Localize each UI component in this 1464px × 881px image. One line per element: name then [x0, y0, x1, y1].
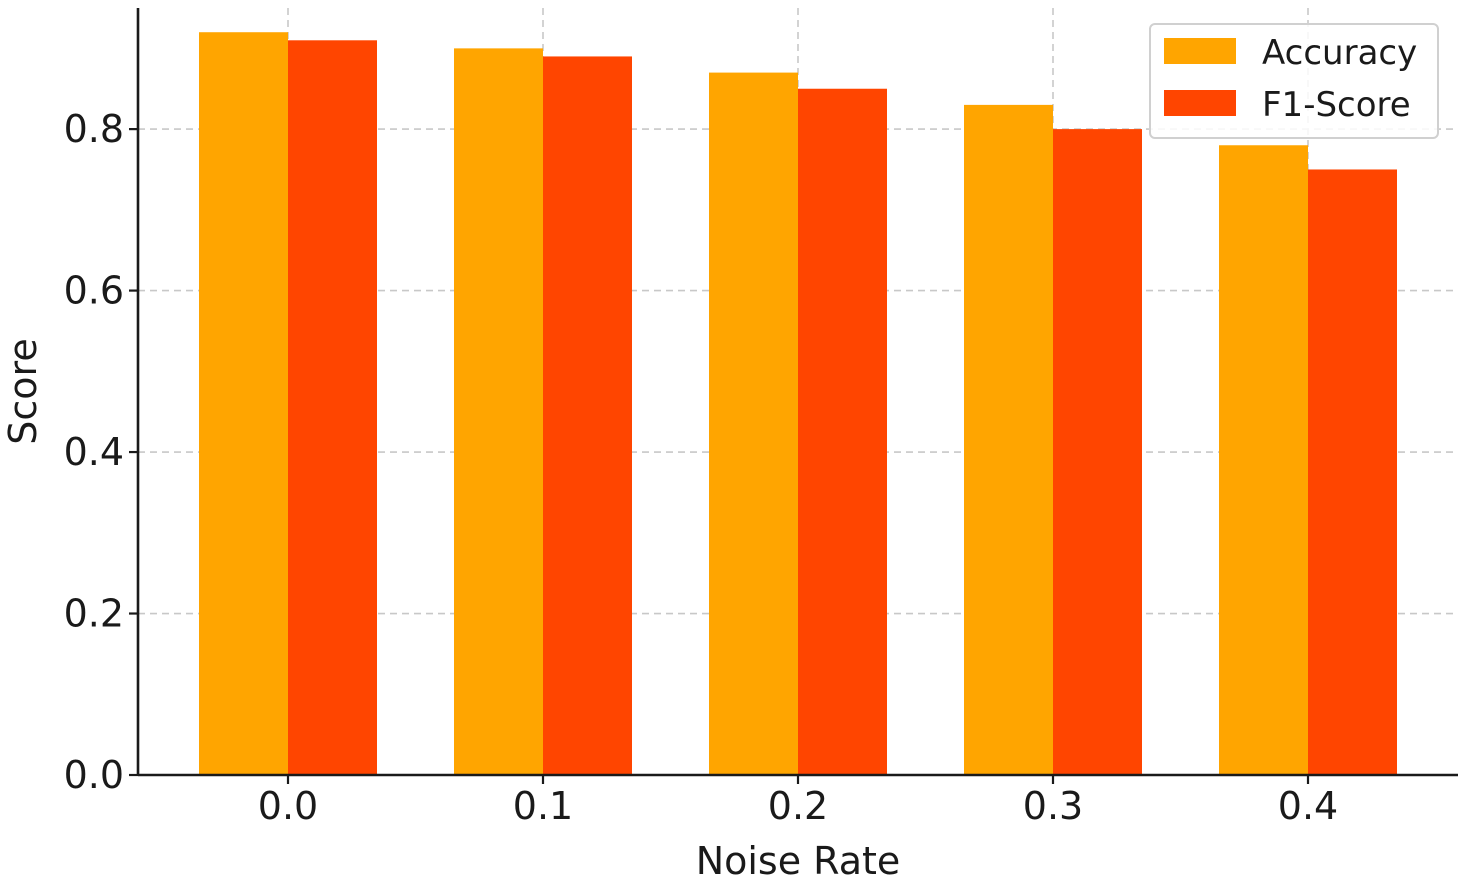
legend-label: F1-Score: [1262, 85, 1411, 125]
y-tick-label: 0.4: [64, 430, 124, 474]
legend: Accuracy F1-Score: [1149, 23, 1439, 139]
legend-swatch: [1164, 38, 1236, 64]
bar-f1-score-0.2: [798, 88, 887, 776]
y-tick-label: 0.0: [64, 753, 124, 797]
x-tick-label: 0.4: [1278, 784, 1338, 828]
x-tick-label: 0.2: [768, 784, 828, 828]
x-axis-label: Noise Rate: [696, 839, 901, 881]
legend-swatch: [1164, 90, 1236, 116]
bar-accuracy-0.4: [1219, 145, 1308, 775]
bar-f1-score-0.0: [288, 40, 377, 775]
y-tick-label: 0.8: [64, 107, 124, 151]
y-axis-label: Score: [1, 338, 45, 444]
bar-f1-score-0.1: [543, 56, 632, 776]
ticks: 0.0 0.2 0.4 0.6 0.8 0.0 0.1 0.2 0.3 0.4: [64, 107, 1339, 828]
bar-f1-score-0.3: [1053, 129, 1142, 775]
bar-accuracy-0.3: [964, 104, 1053, 775]
bars: [199, 32, 1397, 776]
bar-f1-score-0.4: [1308, 169, 1397, 775]
bar-accuracy-0.2: [709, 72, 798, 775]
y-tick-label: 0.6: [64, 269, 124, 313]
legend-label: Accuracy: [1262, 33, 1417, 73]
x-tick-label: 0.1: [513, 784, 573, 828]
x-tick-label: 0.0: [258, 784, 318, 828]
bar-accuracy-0.1: [454, 48, 543, 776]
y-tick-label: 0.2: [64, 592, 124, 636]
x-tick-label: 0.3: [1023, 784, 1083, 828]
bar-accuracy-0.0: [199, 32, 288, 775]
